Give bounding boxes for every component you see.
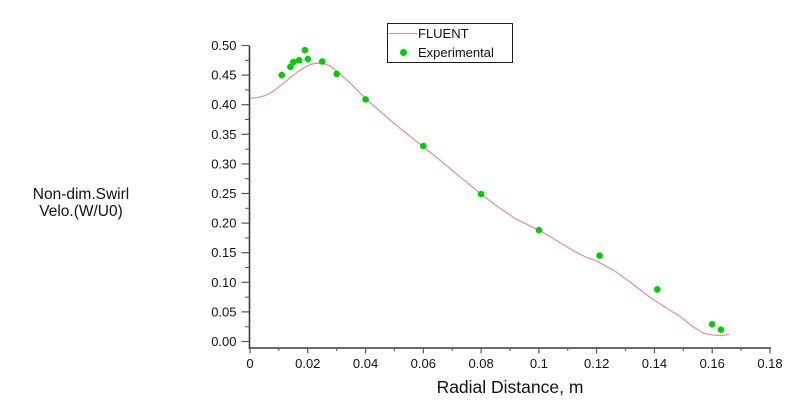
experimental-point bbox=[333, 70, 341, 78]
experimental-point bbox=[477, 190, 485, 198]
y-tick-label: 0.40 bbox=[211, 97, 236, 112]
x-tick-label: 0.08 bbox=[468, 356, 493, 371]
x-tick-label: 0.02 bbox=[295, 356, 320, 371]
y-tick-label: 0.15 bbox=[211, 245, 236, 260]
y-tick-label: 0.35 bbox=[211, 127, 236, 142]
legend-item-experimental: Experimental bbox=[388, 44, 512, 61]
legend-label-fluent: FLUENT bbox=[418, 26, 469, 42]
fluent-line-icon bbox=[389, 33, 417, 35]
y-tick-label: 0.00 bbox=[211, 334, 236, 349]
y-tick-label: 0.20 bbox=[211, 216, 236, 231]
x-tick-label: 0 bbox=[246, 356, 253, 371]
y-tick-label: 0.50 bbox=[211, 38, 236, 53]
x-axis-title: Radial Distance, m bbox=[436, 377, 584, 397]
x-tick-label: 0.16 bbox=[700, 356, 725, 371]
experimental-point bbox=[290, 58, 297, 66]
y-tick-label: 0.10 bbox=[211, 275, 236, 290]
experimental-point bbox=[420, 142, 427, 150]
experimental-point bbox=[654, 286, 661, 293]
experimental-point bbox=[278, 71, 286, 79]
legend-item-fluent: FLUENT bbox=[388, 25, 512, 42]
fluent-line-swatch-cell bbox=[388, 33, 418, 35]
x-tick-label: 0.06 bbox=[411, 356, 436, 371]
y-tick-label: 0.45 bbox=[211, 68, 236, 83]
legend: FLUENT Experimental bbox=[387, 23, 513, 63]
experimental-point bbox=[318, 58, 326, 65]
experimental-point bbox=[362, 96, 369, 103]
y-axis-label-line1: Non-dim.Swirl bbox=[32, 186, 130, 203]
legend-label-experimental: Experimental bbox=[418, 44, 494, 60]
x-tick-label: 0.12 bbox=[584, 356, 609, 371]
experimental-point bbox=[708, 321, 716, 328]
experimental-point bbox=[535, 226, 543, 234]
x-tick-label: 0.04 bbox=[353, 356, 378, 371]
y-axis-label-line2: Velo.(W/U0) bbox=[39, 203, 123, 220]
y-tick-label: 0.30 bbox=[211, 156, 236, 171]
experimental-point bbox=[301, 46, 309, 54]
experimental-point bbox=[304, 55, 312, 63]
y-axis-label: Non-dim.Swirl Velo.(W/U0) bbox=[6, 186, 156, 220]
experimental-dot-icon bbox=[399, 48, 407, 56]
y-tick-label: 0.05 bbox=[211, 304, 236, 319]
y-tick-label: 0.25 bbox=[211, 186, 236, 201]
experimental-point bbox=[295, 57, 303, 64]
fluent-curve bbox=[249, 62, 730, 337]
experimental-point bbox=[717, 326, 725, 334]
experimental-dot-swatch-cell bbox=[388, 48, 418, 56]
x-tick-label: 0.14 bbox=[642, 356, 667, 371]
experimental-point bbox=[596, 252, 603, 259]
x-tick-label: 0.18 bbox=[757, 356, 782, 371]
x-tick-label: 0.1 bbox=[530, 356, 548, 371]
